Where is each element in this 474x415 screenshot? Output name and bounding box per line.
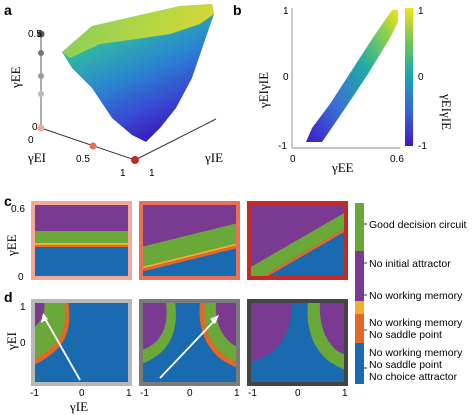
legend-label-no-choice-3: No choice attractor bbox=[369, 371, 458, 383]
d-ylabel: γEI bbox=[4, 332, 19, 351]
panel-label-d: d bbox=[4, 289, 13, 305]
phase-map-c2 bbox=[141, 203, 238, 278]
legend-swatch-no-initial-attractor bbox=[355, 251, 364, 301]
xtick-0: 0 bbox=[290, 154, 296, 165]
d-xtick-2: 0 bbox=[79, 388, 85, 399]
phase-map-d1 bbox=[33, 301, 130, 384]
legend-label-good: Good decision circuit bbox=[369, 219, 467, 231]
ytick-m1: -1 bbox=[278, 141, 287, 152]
legend-swatch-good bbox=[355, 203, 364, 251]
frame-c3 bbox=[247, 201, 348, 280]
arrow-d2 bbox=[159, 317, 218, 379]
frame-d2 bbox=[139, 299, 240, 386]
colorbar bbox=[405, 8, 413, 146]
panel-b-projection: 1 0 -1 γEIγIE 1 0 -1 0 0.6 γEE γEIγIE bbox=[256, 6, 454, 175]
d-xtick-9: 1 bbox=[342, 388, 348, 399]
ytick-0: 0 bbox=[283, 72, 289, 83]
panel-label-b: b bbox=[233, 2, 242, 18]
axis-label-ei: γEI bbox=[27, 150, 46, 165]
legend-label-no-wm-no-saddle-2: No saddle point bbox=[369, 329, 442, 341]
d-xtick-7: -1 bbox=[248, 388, 257, 399]
colorbar-label: γEIγIE bbox=[439, 93, 454, 130]
marker-ei-half bbox=[89, 142, 97, 150]
panel-d: 1 0 γEI bbox=[4, 299, 348, 414]
d-xtick-5: 0 bbox=[187, 388, 193, 399]
d-xtick-1: -1 bbox=[30, 388, 39, 399]
panel-label-a: a bbox=[4, 2, 12, 18]
d-xtick-6: 1 bbox=[234, 388, 240, 399]
legend-label-no-wm-no-saddle-1: No working memory bbox=[369, 317, 463, 329]
panel-a-3d-plot: 0.5 0 0 0.5 1 1 γEE γEI γIE bbox=[8, 4, 223, 179]
panel-label-c: c bbox=[4, 193, 12, 209]
c-ytick-0: 0 bbox=[18, 272, 24, 283]
legend-swatch-no-choice bbox=[355, 343, 364, 384]
ytick-1: 1 bbox=[283, 6, 289, 17]
phase-map-d3 bbox=[249, 301, 346, 384]
cbar-tick-1: 1 bbox=[418, 6, 424, 17]
tick-ie-one: 1 bbox=[149, 168, 155, 179]
projection-band bbox=[306, 10, 398, 142]
legend-label-no-working-memory: No working memory bbox=[369, 290, 463, 302]
d-xtick-4: -1 bbox=[140, 388, 149, 399]
cbar-tick-m1: -1 bbox=[418, 141, 427, 152]
legend-swatch-no-wm-no-saddle bbox=[355, 314, 364, 343]
marker-ee-3 bbox=[38, 73, 44, 79]
tick-ei-one: 1 bbox=[120, 168, 126, 179]
tick-ee-top: 0.5 bbox=[28, 29, 42, 40]
cone-top-face bbox=[62, 4, 214, 58]
marker-ee-2 bbox=[38, 50, 44, 56]
legend-label-no-choice-1: No working memory bbox=[369, 347, 463, 359]
arrow-d1 bbox=[42, 314, 81, 381]
d-xtick-8: 0 bbox=[295, 388, 301, 399]
legend: Good decision circuit No initial attract… bbox=[355, 203, 467, 384]
marker-origin bbox=[37, 124, 45, 132]
frame-c2 bbox=[139, 201, 240, 280]
frame-d1 bbox=[31, 299, 132, 386]
legend-swatch-no-working-memory bbox=[355, 301, 364, 314]
d-xtick-3: 1 bbox=[126, 388, 132, 399]
marker-ee-4 bbox=[38, 91, 44, 97]
frame-c1 bbox=[31, 201, 132, 280]
marker-ei-one bbox=[131, 156, 139, 164]
panel-c: 0.6 0 γEE bbox=[4, 201, 348, 283]
tick-origin: 0 bbox=[28, 135, 34, 146]
c-ylabel: γEE bbox=[4, 234, 19, 257]
d-ytick-0: 0 bbox=[20, 338, 26, 349]
phase-map-d2 bbox=[141, 301, 238, 384]
legend-label-no-choice-2: No saddle point bbox=[369, 359, 442, 371]
axis-label-ie: γIE bbox=[204, 150, 223, 165]
ylabel-b: γEIγIE bbox=[256, 72, 271, 109]
c-ytick-06: 0.6 bbox=[11, 204, 25, 215]
xtick-06: 0.6 bbox=[390, 154, 404, 165]
d-xlabel: γIE bbox=[69, 399, 88, 414]
cbar-tick-0: 0 bbox=[418, 72, 424, 83]
marker-ee-top bbox=[37, 30, 45, 38]
tick-ei-half: 0.5 bbox=[76, 154, 90, 165]
d-ytick-1: 1 bbox=[20, 302, 26, 313]
xlabel-b: γEE bbox=[331, 160, 354, 175]
axis-label-ee: γEE bbox=[8, 66, 23, 89]
phase-map-c3 bbox=[249, 203, 346, 278]
phase-map-c1 bbox=[33, 203, 130, 278]
legend-label-no-initial-attractor: No initial attractor bbox=[369, 258, 451, 270]
frame-d3 bbox=[247, 299, 348, 386]
tick-ee-zero: 0 bbox=[32, 122, 38, 133]
